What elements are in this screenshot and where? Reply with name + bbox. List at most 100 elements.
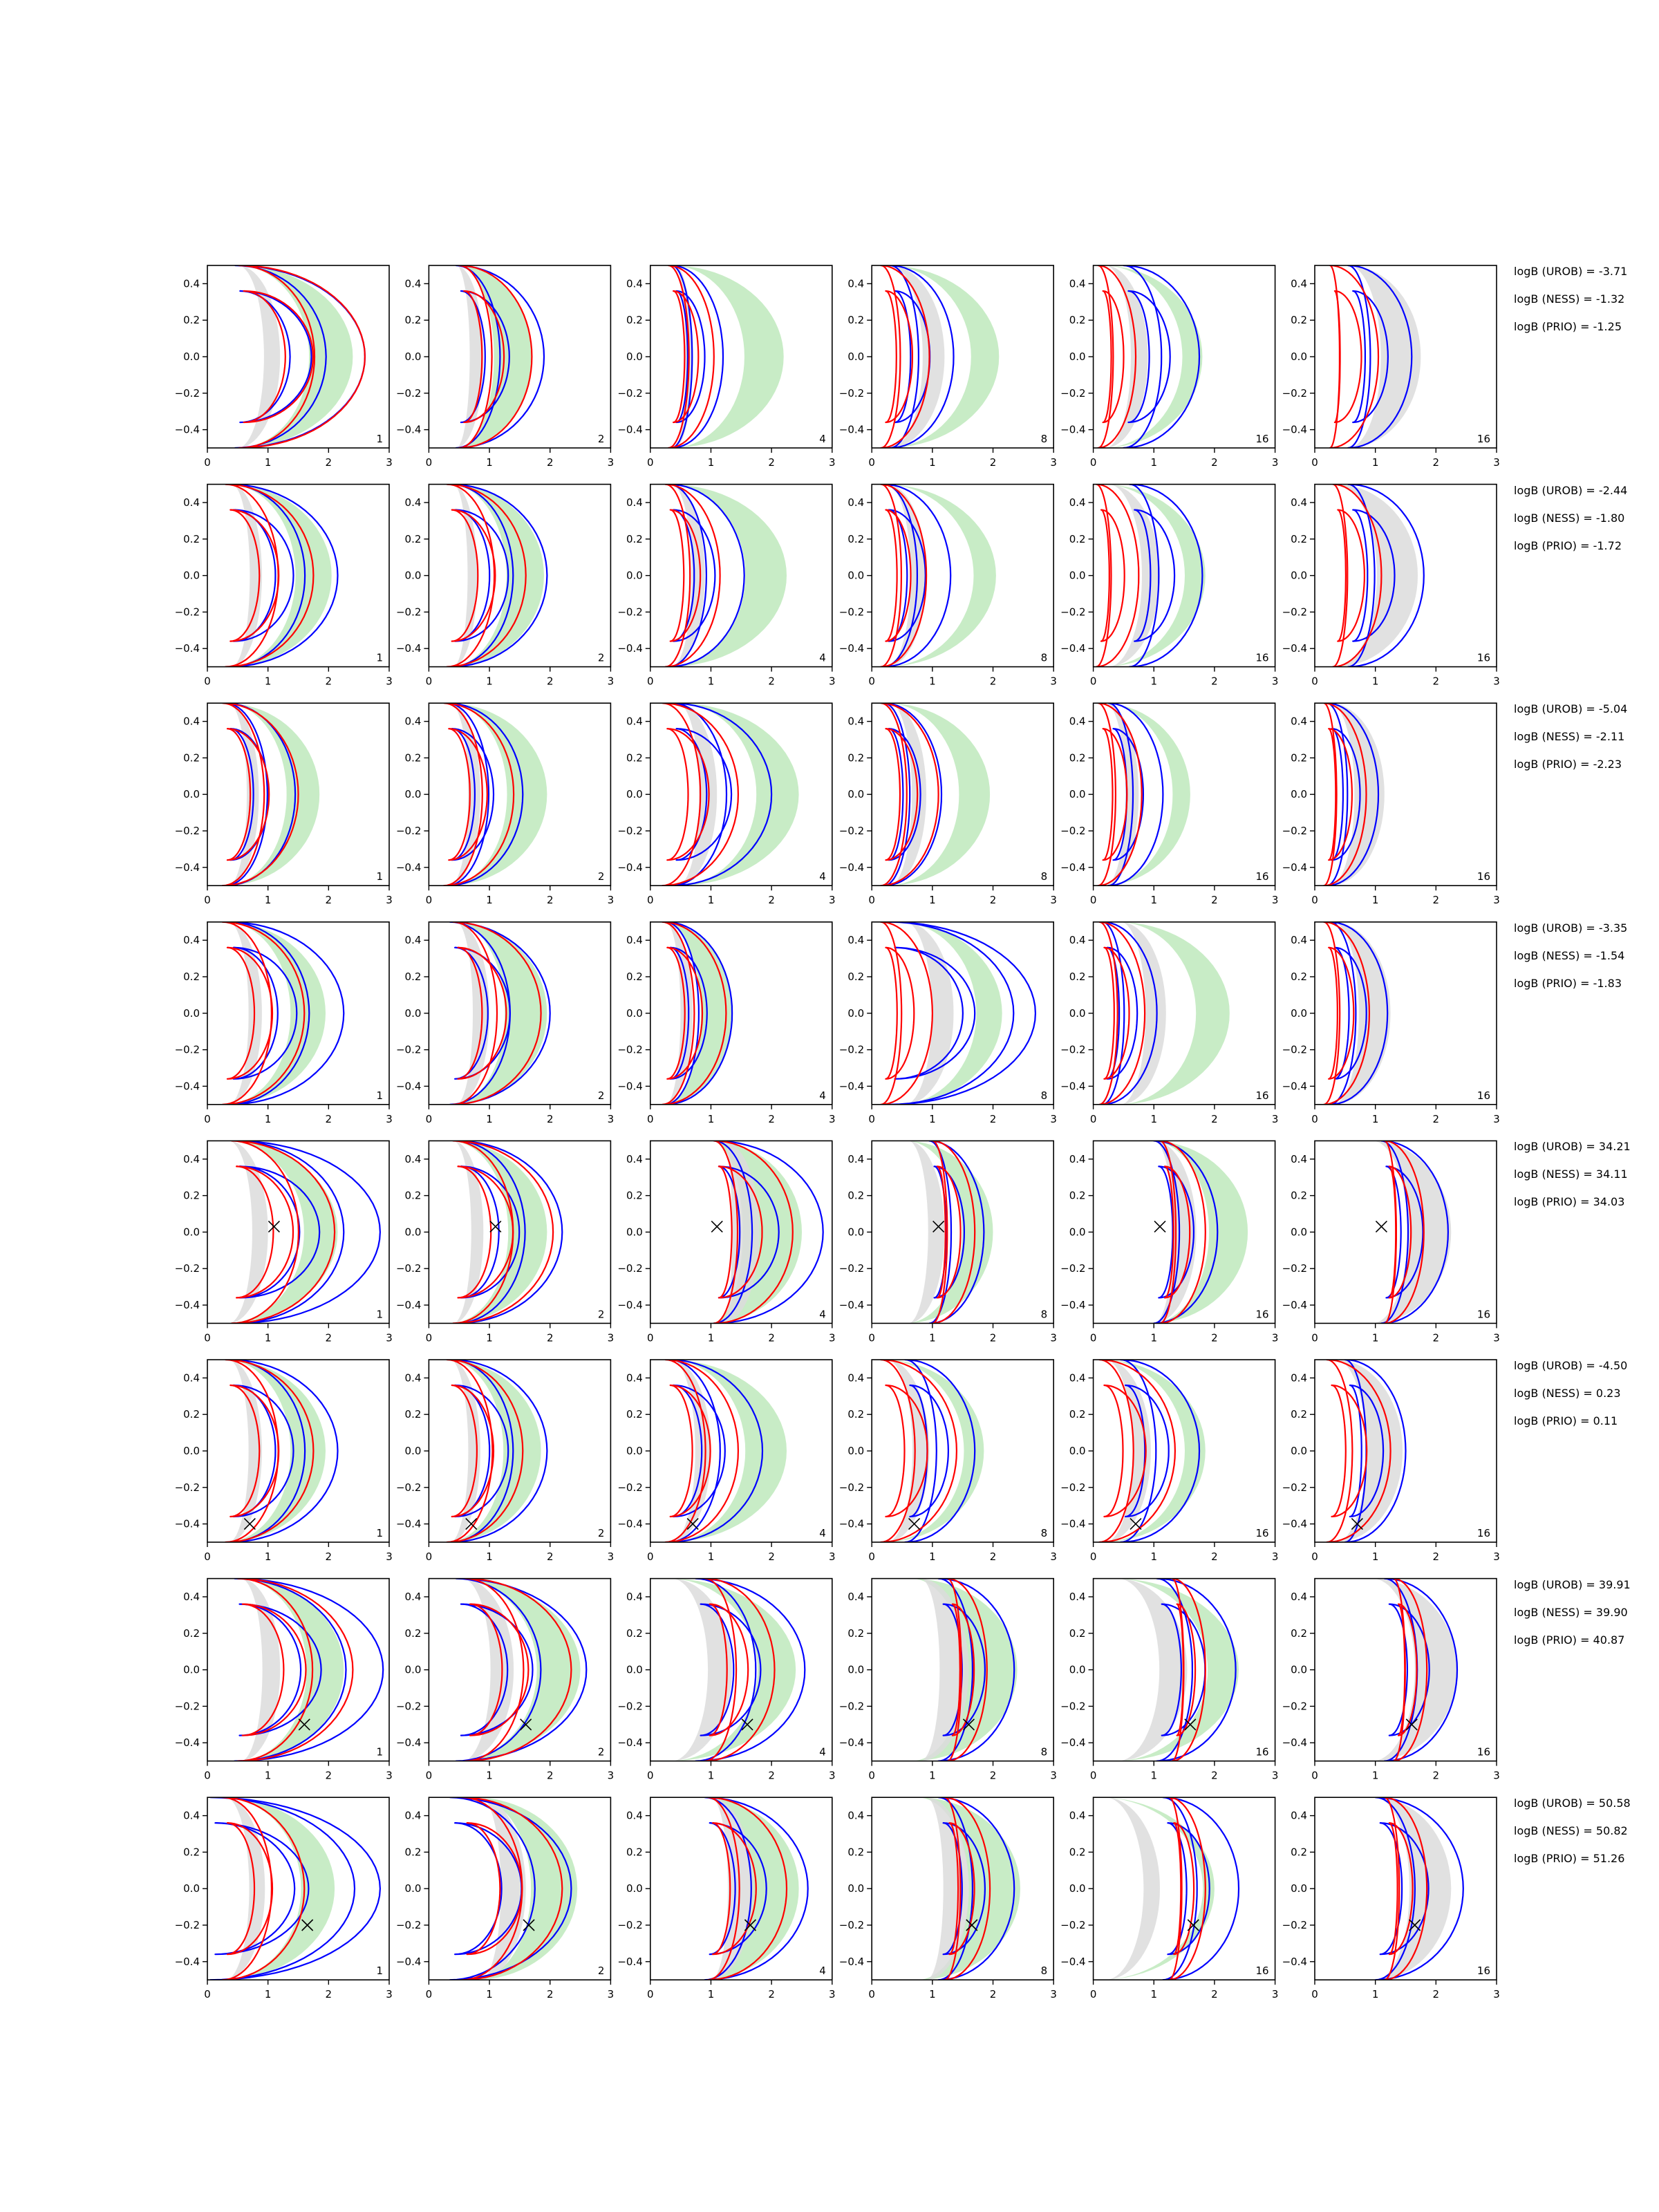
plot-area	[209, 1797, 381, 1980]
x-tick-label: 2	[768, 456, 775, 469]
x-tick-label: 2	[326, 894, 332, 906]
y-tick-label: −0.2	[175, 825, 200, 837]
blue-contour-level-2	[238, 1603, 322, 1736]
blue-contour-level-2	[460, 1603, 534, 1736]
panel-r6-c1: 0 1 2 3 0.4 0.2 0.0 −0.2 −0.4 1	[175, 1359, 393, 1563]
column-label: 8	[1041, 1965, 1048, 1977]
x-tick-label: 0	[1311, 1113, 1318, 1125]
y-tick-label: 0.2	[183, 1627, 200, 1640]
x-tick-label: 0	[1311, 1331, 1318, 1344]
y-tick-label: −0.4	[617, 861, 642, 874]
truth-marker	[1405, 1718, 1418, 1731]
y-tick-label: 0.0	[405, 1226, 422, 1238]
y-tick-label: 0.0	[1069, 1445, 1086, 1457]
y-tick-label: 0.0	[405, 788, 422, 800]
y-tick-label: 0.4	[405, 934, 422, 946]
y-tick-label: −0.2	[396, 825, 421, 837]
x-tick-label: 3	[386, 1770, 393, 1782]
x-tick-label: 3	[608, 894, 615, 906]
green-contour-level-1	[225, 703, 320, 886]
y-tick-label: 0.2	[405, 1627, 422, 1640]
x-tick-label: 1	[265, 1331, 272, 1344]
column-label: 2	[598, 1965, 605, 1977]
y-tick-label: 0.0	[183, 350, 200, 363]
x-tick-label: 1	[1372, 1331, 1379, 1344]
blue-contour-level-2	[454, 946, 511, 1080]
x-tick-label: 3	[608, 1988, 615, 2000]
x-tick-label: 2	[990, 1550, 997, 1563]
x-tick-label: 2	[1211, 456, 1218, 469]
y-tick-label: −0.4	[839, 1518, 864, 1530]
grey-contour-level-1	[905, 921, 954, 1105]
y-tick-label: −0.2	[175, 1044, 200, 1056]
panel-r2-c3: 0 1 2 3 0.4 0.2 0.0 −0.2 −0.4 4	[617, 483, 836, 688]
plot-area	[234, 1578, 384, 1761]
y-tick-label: 0.0	[405, 1007, 422, 1020]
y-tick-label: 0.0	[405, 570, 422, 582]
x-tick-label: 2	[1433, 1331, 1440, 1344]
x-tick-label: 2	[1433, 1113, 1440, 1125]
y-tick-label: 0.4	[1291, 1810, 1307, 1822]
y-tick-label: 0.4	[1069, 277, 1086, 290]
grey-contour-level-1	[1333, 921, 1391, 1105]
column-label: 2	[598, 433, 605, 445]
column-label: 2	[598, 870, 605, 883]
plot-area	[1114, 1578, 1239, 1761]
y-tick-label: 0.2	[626, 1846, 643, 1858]
y-tick-label: 0.2	[1291, 533, 1307, 545]
x-tick-label: 3	[1272, 1988, 1279, 2000]
red-contour-level-1	[458, 265, 533, 448]
y-tick-label: −0.4	[617, 1736, 642, 1749]
plot-area	[455, 1578, 588, 1761]
column-label: 2	[598, 1308, 605, 1320]
blue-contour-level-1	[1107, 703, 1164, 886]
x-tick-label: 1	[265, 1770, 272, 1782]
x-tick-label: 1	[929, 456, 936, 469]
x-tick-label: 1	[708, 675, 715, 688]
x-tick-label: 2	[990, 456, 997, 469]
grey-contour-level-1	[1372, 1578, 1457, 1761]
column-label: 16	[1477, 870, 1490, 883]
y-tick-label: 0.4	[847, 1591, 864, 1603]
y-tick-label: 0.4	[183, 277, 200, 290]
red-contour-level-1	[225, 1360, 315, 1542]
green-contour-level-1	[447, 1360, 541, 1542]
y-tick-label: −0.4	[175, 642, 200, 655]
truth-marker	[1184, 1718, 1197, 1731]
green-contour-level-1	[1102, 265, 1203, 448]
y-tick-label: 0.2	[847, 1190, 864, 1202]
x-tick-label: 3	[1050, 675, 1057, 688]
y-tick-label: −0.2	[839, 1481, 864, 1494]
red-contour-level-2	[709, 1603, 749, 1736]
column-label: 8	[1041, 1308, 1048, 1320]
truth-marker	[520, 1718, 532, 1731]
x-tick-label: 2	[326, 1988, 332, 2000]
blue-contour-level-1	[1329, 921, 1389, 1105]
column-label: 8	[1041, 870, 1048, 883]
x-tick-label: 1	[486, 894, 493, 906]
y-tick-label: −0.2	[396, 1262, 421, 1275]
x-tick-label: 1	[265, 894, 272, 906]
red-contour-level-2	[718, 1165, 763, 1299]
y-tick-label: −0.4	[1060, 1736, 1085, 1749]
x-tick-label: 1	[1372, 1988, 1379, 2000]
red-contour-level-1	[236, 1578, 354, 1761]
x-tick-label: 3	[1050, 894, 1057, 906]
x-tick-label: 3	[829, 1770, 836, 1782]
y-tick-label: 0.0	[405, 1445, 422, 1457]
x-tick-label: 0	[647, 1550, 654, 1563]
x-tick-label: 3	[829, 894, 836, 906]
green-contour-level-1	[237, 265, 353, 448]
y-tick-label: 0.0	[626, 570, 643, 582]
green-contour-level-1	[883, 484, 996, 667]
y-tick-label: −0.2	[396, 1481, 421, 1494]
y-tick-label: 0.4	[1069, 1371, 1086, 1384]
panel-r2-c1: 0 1 2 3 0.4 0.2 0.0 −0.2 −0.4 1	[175, 483, 393, 688]
y-tick-label: −0.2	[839, 606, 864, 618]
red-contour-level-2	[666, 946, 704, 1080]
blue-contour-level-1	[449, 1360, 548, 1542]
grey-contour-level-1	[1105, 1797, 1160, 1980]
y-tick-label: 0.0	[847, 1664, 864, 1676]
panel-r1-c6: 0 1 2 3 0.4 0.2 0.0 −0.2 −0.4 16	[1282, 265, 1500, 469]
grey-contour-level-1	[674, 265, 693, 448]
